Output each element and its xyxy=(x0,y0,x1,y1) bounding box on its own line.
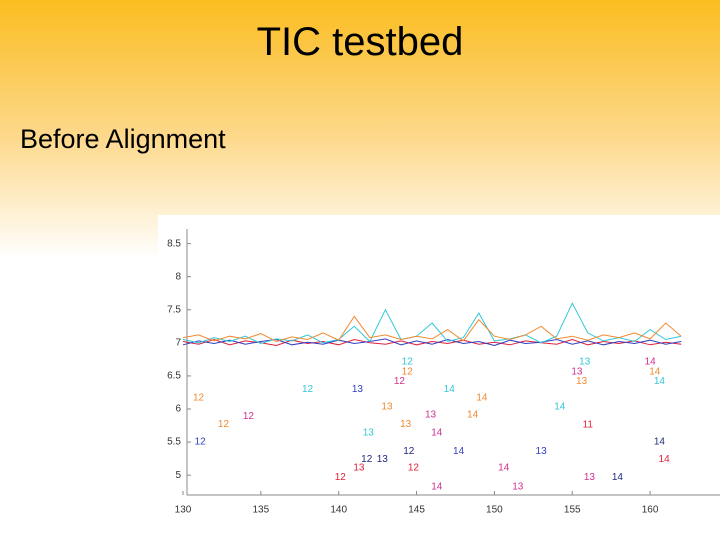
annotation: 12 xyxy=(218,419,230,430)
annotation: 13 xyxy=(353,463,365,474)
chart-background xyxy=(158,215,720,540)
x-tick-label: 155 xyxy=(564,505,581,516)
annotation: 12 xyxy=(402,357,414,368)
x-tick-label: 135 xyxy=(253,505,270,516)
annotation: 13 xyxy=(571,367,583,378)
x-tick-label: 140 xyxy=(330,505,347,516)
annotation: 14 xyxy=(554,402,566,413)
y-tick-label: 8.5 xyxy=(167,238,181,249)
slide-title: TIC testbed xyxy=(256,20,464,64)
annotation: 13 xyxy=(363,427,375,438)
annotation: 14 xyxy=(444,384,456,395)
annotation: 12 xyxy=(193,392,205,403)
annotation: 14 xyxy=(649,367,661,378)
annotation: 12 xyxy=(195,437,207,448)
annotation: 14 xyxy=(659,454,671,465)
annotation: 13 xyxy=(584,472,596,483)
annotation: 13 xyxy=(381,402,393,413)
annotation: 11 xyxy=(583,420,594,431)
annotation: 14 xyxy=(431,427,443,438)
annotation: 12 xyxy=(402,367,414,378)
y-tick-label: 5.5 xyxy=(167,437,181,448)
annotation: 14 xyxy=(498,463,510,474)
annotation: 13 xyxy=(400,419,412,430)
annotation: 12 xyxy=(302,384,314,395)
annotation: 12 xyxy=(335,472,347,483)
annotation: 14 xyxy=(645,357,657,368)
annotation: 13 xyxy=(425,410,437,421)
annotation: 14 xyxy=(467,410,479,421)
y-tick-label: 5 xyxy=(175,470,181,481)
y-tick-label: 6.5 xyxy=(167,371,181,382)
annotation: 14 xyxy=(654,437,666,448)
annotation: 12 xyxy=(361,454,373,465)
annotation: 13 xyxy=(352,384,364,395)
annotation: 13 xyxy=(512,482,524,493)
series-line xyxy=(182,338,682,347)
annotation: 13 xyxy=(377,454,389,465)
y-tick-label: 6 xyxy=(175,404,181,415)
y-tick-label: 7.5 xyxy=(167,304,181,315)
y-tick-label: 8 xyxy=(175,271,181,282)
annotation: 12 xyxy=(394,376,406,387)
annotation: 12 xyxy=(408,463,420,474)
annotation: 12 xyxy=(243,411,255,422)
annotation: 12 xyxy=(403,446,415,457)
series-line xyxy=(182,338,682,347)
y-tick-label: 7 xyxy=(175,337,181,348)
annotation: 14 xyxy=(612,472,624,483)
x-tick-label: 145 xyxy=(408,505,425,516)
annotation: 13 xyxy=(576,376,588,387)
annotation: 14 xyxy=(476,392,488,403)
annotation: 14 xyxy=(453,446,465,457)
annotation: 13 xyxy=(536,446,548,457)
annotation: 14 xyxy=(654,376,666,387)
annotation: 14 xyxy=(431,482,443,493)
x-tick-label: 150 xyxy=(486,505,503,516)
series-line xyxy=(182,302,682,345)
annotation: 13 xyxy=(579,357,591,368)
x-tick-label: 160 xyxy=(642,505,659,516)
x-tick-label: 130 xyxy=(175,505,192,516)
slide-subtitle: Before Alignment xyxy=(20,124,226,154)
series-line xyxy=(182,315,682,343)
